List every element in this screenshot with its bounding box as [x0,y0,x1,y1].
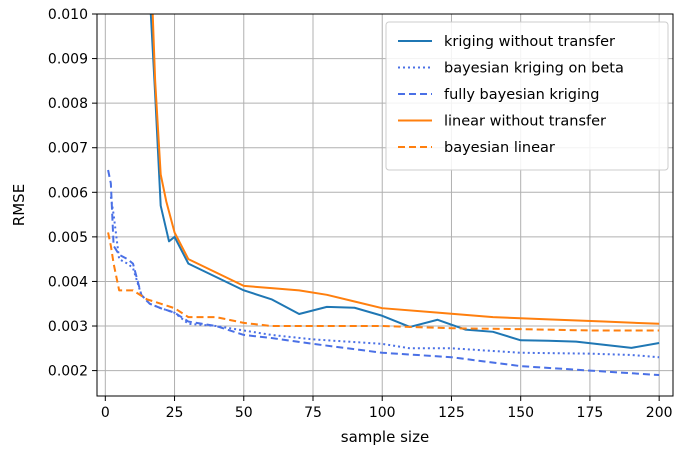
legend-box [385,21,669,171]
y-axis-label: RMSE [10,184,28,226]
x-axis-label: sample size [341,428,429,446]
x-tick-label: 150 [507,405,534,421]
legend-label: kriging without transfer [444,34,615,50]
x-tick-label: 175 [577,405,604,421]
series-line [149,14,660,349]
x-tick-label: 25 [166,405,184,421]
y-tick-label: 0.009 [48,52,88,68]
plot-frame [96,13,674,397]
y-tick-label: 0.003 [48,319,88,335]
x-tick-label: 50 [235,405,253,421]
x-tick-label: 125 [438,405,465,421]
legend-label: bayesian kriging on beta [444,61,624,77]
y-tick-label: 0.005 [48,230,88,246]
y-tick-label: 0.007 [48,141,88,157]
legend-label: bayesian linear [444,140,555,156]
series-line [151,14,660,325]
y-tick-label: 0.010 [48,7,88,23]
x-tick-label: 200 [646,405,673,421]
series-line [107,232,660,332]
x-tick-label: 0 [101,405,110,421]
x-tick-label: 100 [369,405,396,421]
series-line [109,196,660,359]
x-tick-label: 75 [304,405,322,421]
y-tick-label: 0.006 [48,185,88,201]
legend-label: linear without transfer [444,114,606,130]
y-tick-label: 0.008 [48,96,88,112]
series-lines [107,14,660,377]
series-line [107,169,660,377]
axis-ticks: 0 25 50 75 100 125 150 175 200 0.002 0.003 0.004 0.0… [48,7,673,421]
y-tick-label: 0.002 [48,364,88,380]
legend-label: fully bayesian kriging [444,87,599,103]
legend: kriging without transfer bayesian kriging… [385,21,669,171]
y-tick-label: 0.004 [48,274,88,290]
